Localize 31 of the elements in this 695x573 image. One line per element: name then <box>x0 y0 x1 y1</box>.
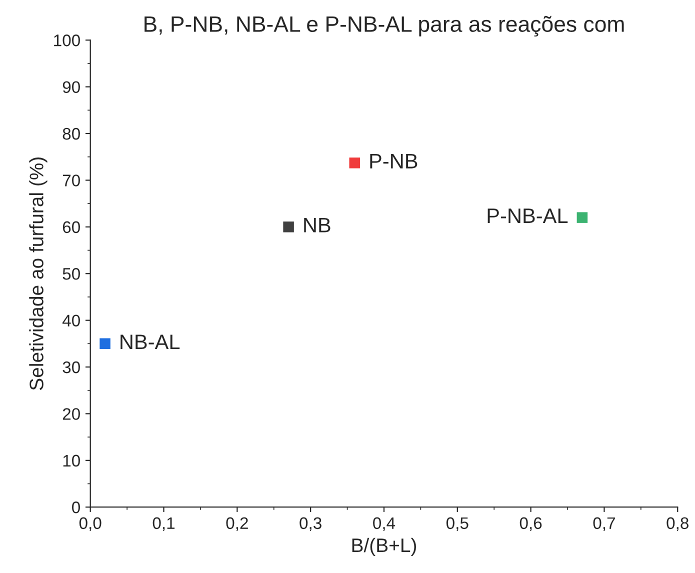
point <box>100 338 110 350</box>
y-tick-label: 70 <box>62 174 80 186</box>
x-tick-label: 0,4 <box>373 517 396 532</box>
y-tick-label: 60 <box>62 221 80 234</box>
series-label: P-NB-AL <box>488 208 568 223</box>
x-tick-label: 0,0 <box>79 517 102 532</box>
series-label: P-NB <box>370 154 418 168</box>
x-tick-label: 0,7 <box>593 517 615 532</box>
y-tick-label: 30 <box>62 361 80 374</box>
x-tick-label: 0,2 <box>226 517 248 532</box>
y-tick-label: 20 <box>62 408 80 420</box>
y-tick-label: 90 <box>62 81 80 94</box>
x-axis-title: B/(B+L) <box>352 538 416 556</box>
y-tick-label: 50 <box>62 268 80 280</box>
x-tick-label: 0,5 <box>446 517 468 532</box>
x-tick-label: 0,6 <box>520 517 542 532</box>
point <box>283 222 294 232</box>
y-tick-label: 40 <box>62 314 80 327</box>
x-tick-label: 0,3 <box>300 517 322 532</box>
x-tick-label: 0,1 <box>152 517 175 532</box>
y-axis-title: Seletividade ao furfural (%) <box>29 158 48 390</box>
chart-title: B, P-NB, NB-AL e P-NB-AL para as reações com <box>144 16 624 36</box>
y-tick-label: 10 <box>63 454 80 467</box>
point <box>576 212 588 223</box>
y-tick-label: 80 <box>62 128 80 140</box>
x-tick-label: 0,8 <box>666 517 688 532</box>
series-label: NB <box>304 218 330 232</box>
y-tick-label: 0 <box>72 502 80 514</box>
point <box>349 158 360 168</box>
y-tick-label: 100 <box>54 34 80 46</box>
series-label: NB-AL <box>120 334 180 350</box>
